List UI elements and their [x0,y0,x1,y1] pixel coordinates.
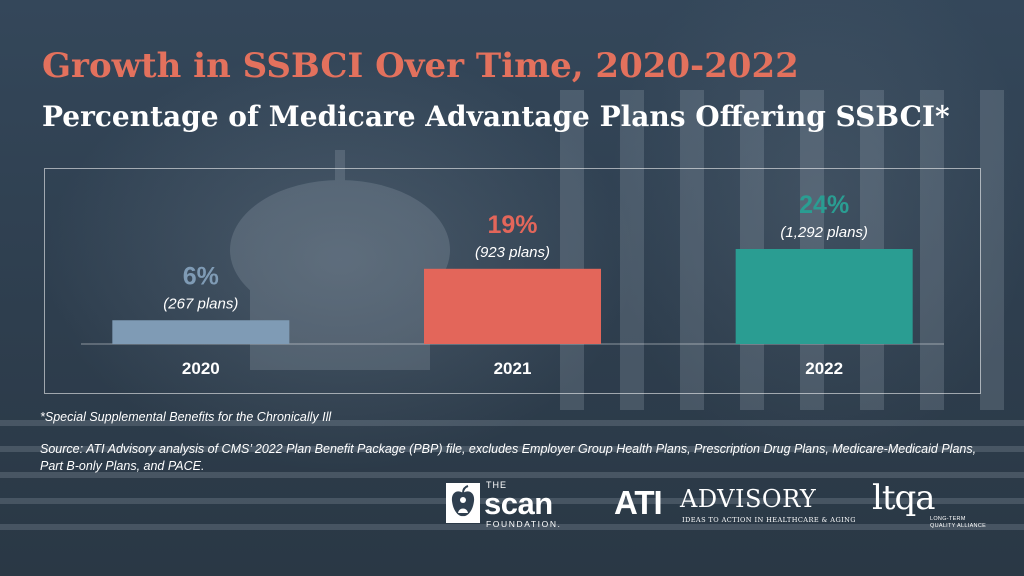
x-tick-label-2020: 2020 [182,359,220,378]
ltqa-logo-mark: ltqa [872,478,936,518]
x-tick-label-2021: 2021 [494,359,532,378]
chart-subtitle: Percentage of Medicare Advantage Plans O… [42,100,950,133]
ati-logo-tagline: IDEAS TO ACTION IN HEALTHCARE & AGING [682,516,856,524]
ati-advisory-logo: ATI ADVISORY IDEAS TO ACTION IN HEALTHCA… [614,484,856,528]
chart-title: Growth in SSBCI Over Time, 2020-2022 [42,46,799,86]
bar-2020 [112,320,290,344]
ati-logo-word: ADVISORY [680,485,817,513]
ati-logo-mark: ATI [614,484,663,521]
bar-2022 [735,249,913,344]
scan-foundation-logo: THE scan FOUNDATION. [446,480,592,530]
scan-logo-foundation: FOUNDATION. [486,519,562,529]
plan-count-label-2021: (923 plans) [475,244,550,261]
scan-logo-the: THE [486,480,507,490]
source-note: Source: ATI Advisory analysis of CMS’ 20… [40,442,977,473]
ltqa-logo: ltqa LONG-TERM QUALITY ALLIANCE [872,478,992,538]
bar-2021 [424,268,601,344]
value-label-2021: 19% [487,211,537,239]
apple-person-icon [446,483,480,523]
footnote: *Special Supplemental Benefits for the C… [40,410,332,424]
plan-count-label-2020: (267 plans) [163,295,238,312]
x-tick-label-2022: 2022 [805,359,843,378]
scan-logo-word: scan [484,486,553,521]
plan-count-label-2022: (1,292 plans) [780,224,868,241]
ltqa-logo-tagline: LONG-TERM QUALITY ALLIANCE [930,516,987,529]
bar-chart: 6% (267 plans) 2020 19% (923 plans) 2021 24% (1… [81,191,944,378]
chart-frame: 6% (267 plans) 2020 19% (923 plans) 2021 24% (1… [44,168,981,394]
value-label-2020: 6% [183,262,219,290]
value-label-2022: 24% [799,191,849,219]
